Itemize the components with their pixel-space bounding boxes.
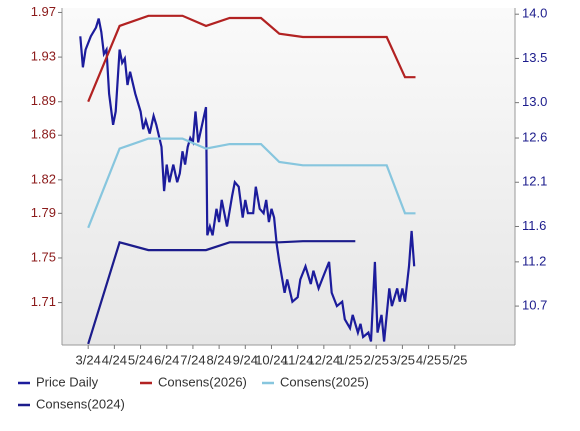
y2-tick-label: 12.6 bbox=[522, 129, 547, 144]
x-tick-label: 3/24 bbox=[76, 352, 101, 367]
x-tick-label: 6/24 bbox=[154, 352, 179, 367]
y2-tick-label: 11.6 bbox=[522, 218, 546, 233]
y2-tick-label: 10.7 bbox=[522, 298, 547, 313]
x-tick-label: 3/25 bbox=[390, 352, 415, 367]
y-tick-label: 1.82 bbox=[31, 171, 56, 186]
x-tick-label: 5/24 bbox=[128, 352, 153, 367]
legend-label: Price Daily bbox=[36, 374, 99, 389]
y2-tick-label: 12.1 bbox=[522, 174, 547, 189]
plot-area bbox=[62, 8, 515, 345]
y-tick-label: 1.79 bbox=[31, 205, 56, 220]
y-tick-label: 1.75 bbox=[31, 249, 56, 264]
y2-tick-label: 14.0 bbox=[522, 6, 547, 21]
y2-tick-label: 13.5 bbox=[522, 50, 547, 65]
series-line bbox=[87, 137, 416, 229]
x-tick-label: 9/24 bbox=[233, 352, 258, 367]
x-tick-label: 2/25 bbox=[364, 352, 389, 367]
y-tick-label: 1.71 bbox=[31, 294, 56, 309]
y-tick-label: 1.97 bbox=[31, 4, 56, 19]
legend-label: Consens(2026) bbox=[158, 374, 247, 389]
x-tick-label: 4/25 bbox=[416, 352, 441, 367]
y-tick-label: 1.93 bbox=[31, 49, 56, 64]
x-tick-label: 10/24 bbox=[255, 352, 288, 367]
x-tick-label: 5/25 bbox=[442, 352, 467, 367]
legend-label: Consens(2025) bbox=[280, 374, 369, 389]
x-tick-label: 7/24 bbox=[180, 352, 205, 367]
x-tick-label: 1/25 bbox=[337, 352, 362, 367]
x-tick-label: 12/24 bbox=[308, 352, 341, 367]
y2-tick-label: 11.2 bbox=[522, 253, 546, 268]
series-line bbox=[87, 240, 356, 345]
series-line bbox=[79, 18, 416, 342]
series-line bbox=[87, 14, 416, 103]
x-tick-label: 8/24 bbox=[206, 352, 231, 367]
y-tick-label: 1.86 bbox=[31, 127, 56, 142]
y2-tick-label: 13.0 bbox=[522, 94, 547, 109]
x-tick-label: 4/24 bbox=[102, 352, 127, 367]
y-tick-label: 1.89 bbox=[31, 93, 56, 108]
x-tick-label: 11/24 bbox=[282, 352, 314, 367]
legend-label: Consens(2024) bbox=[36, 396, 125, 411]
